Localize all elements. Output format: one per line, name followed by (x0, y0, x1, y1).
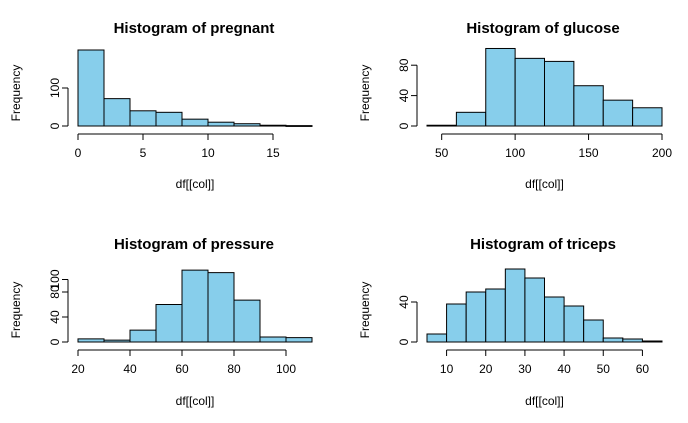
histogram-bar (602, 337, 624, 343)
x-tick-label: 0 (75, 146, 82, 160)
histogram-panel: Histogram of triceps 10 20 30 40 50 60 0 40 df[[c… (358, 236, 663, 408)
histogram-bar (77, 338, 105, 343)
histogram-bar (632, 107, 663, 127)
y-tick-label: 100 (48, 78, 62, 98)
histogram-bar (129, 329, 157, 343)
y-tick-label: 80 (48, 285, 62, 299)
histogram-bar (103, 339, 131, 343)
histogram-bar (207, 121, 235, 127)
histogram-panel: Histogram of glucose 50 100 150 200 0 40 80 df[[… (358, 20, 672, 191)
y-tick-label: 40 (397, 295, 411, 309)
chart-title: Histogram of glucose (466, 20, 619, 37)
histogram-bar (77, 49, 105, 127)
x-tick-label: 40 (123, 362, 137, 376)
histogram-bar (103, 98, 131, 127)
histogram-bar (563, 305, 585, 343)
histogram-bar (544, 296, 565, 343)
y-tick-label: 40 (48, 310, 62, 324)
x-tick-label: 10 (440, 362, 454, 376)
histogram-bar (233, 299, 261, 343)
histogram-panel: Histogram of pregnant 0 5 10 15 0 100 df[[col]]… (9, 20, 313, 191)
histogram-bar (485, 288, 506, 343)
x-tick-label: 10 (201, 146, 215, 160)
y-tick-label: 0 (48, 338, 62, 345)
histogram-bar (233, 123, 261, 127)
y-tick-label: 0 (397, 338, 411, 345)
y-axis-label: Frequency (9, 282, 23, 339)
histogram-bar (504, 268, 526, 343)
histogram-bar (259, 336, 287, 343)
histogram-bar (446, 303, 467, 343)
histogram-bar (285, 125, 313, 127)
x-tick-label: 200 (652, 146, 672, 160)
histogram-bar (573, 85, 604, 127)
histogram-bar (465, 291, 487, 343)
histogram-bar (485, 47, 516, 127)
histogram-bar (259, 124, 287, 127)
x-tick-label: 80 (227, 362, 241, 376)
y-tick-label: 100 (48, 269, 62, 289)
histogram-bar (583, 319, 604, 343)
histogram-bar (155, 111, 183, 127)
x-tick-label: 100 (505, 146, 525, 160)
y-tick-label: 0 (48, 122, 62, 129)
x-axis-label: df[[col]] (525, 177, 564, 191)
y-tick-label: 80 (397, 58, 411, 72)
histogram-bar (544, 60, 575, 127)
histogram-bar (602, 99, 634, 127)
histogram-bar (622, 338, 643, 343)
x-tick-label: 30 (518, 362, 532, 376)
chart-title: Histogram of triceps (470, 236, 616, 253)
x-tick-label: 150 (579, 146, 599, 160)
histogram-bar (155, 304, 183, 343)
x-tick-label: 40 (557, 362, 571, 376)
histogram-bar (455, 111, 487, 127)
x-tick-label: 15 (266, 146, 280, 160)
x-axis-label: df[[col]] (176, 394, 215, 408)
histogram-bar (426, 333, 448, 343)
histogram-bar (641, 340, 663, 343)
x-tick-label: 20 (71, 362, 85, 376)
chart-title: Histogram of pressure (114, 236, 274, 253)
histogram-bar (129, 110, 157, 127)
y-tick-label: 40 (397, 89, 411, 103)
x-tick-label: 20 (479, 362, 493, 376)
x-tick-label: 60 (175, 362, 189, 376)
x-tick-label: 60 (636, 362, 650, 376)
x-tick-label: 5 (140, 146, 147, 160)
y-tick-label: 0 (397, 122, 411, 129)
y-axis-label: Frequency (358, 65, 372, 122)
y-axis-label: Frequency (358, 282, 372, 339)
histogram-bar (207, 272, 235, 343)
histogram-bar (426, 124, 457, 127)
x-axis-label: df[[col]] (525, 394, 564, 408)
x-tick-label: 50 (435, 146, 449, 160)
histogram-bar (181, 269, 209, 343)
x-tick-label: 100 (276, 362, 296, 376)
histogram-bar (285, 337, 313, 343)
x-tick-label: 50 (597, 362, 611, 376)
chart-title: Histogram of pregnant (114, 20, 275, 37)
x-axis-label: df[[col]] (176, 177, 215, 191)
histogram-bar (514, 57, 545, 127)
histogram-bar (181, 118, 209, 127)
y-axis-label: Frequency (9, 65, 23, 122)
histogram-bar (524, 277, 546, 343)
